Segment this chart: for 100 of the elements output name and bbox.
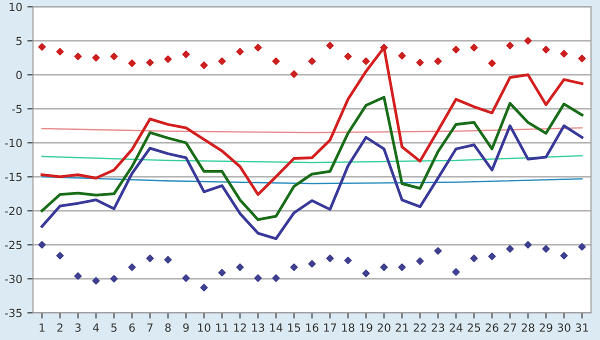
point <box>146 58 154 66</box>
point <box>110 52 118 60</box>
x-tick-label: 26 <box>486 323 498 332</box>
x-tick-label: 7 <box>147 324 153 332</box>
point <box>380 263 388 272</box>
point <box>416 58 424 66</box>
point <box>434 57 442 65</box>
x-tick-label: 31 <box>576 323 588 332</box>
point <box>272 57 280 65</box>
x-tick-label: 22 <box>414 323 426 332</box>
x-tick-label: 13 <box>252 323 264 332</box>
y-tick-label: -15 <box>4 172 22 182</box>
point <box>74 272 82 280</box>
point <box>506 42 514 50</box>
point <box>182 274 190 282</box>
x-tick-label: 10 <box>198 323 210 332</box>
x-tick-label: 20 <box>378 323 390 332</box>
point <box>128 59 136 68</box>
x-tick-label: 29 <box>540 323 552 332</box>
point <box>290 263 298 272</box>
x-tick-label: 18 <box>342 323 354 332</box>
x-tick-label: 8 <box>165 323 171 332</box>
point <box>452 268 460 276</box>
point <box>542 46 550 54</box>
line-series <box>41 155 583 164</box>
line-series <box>40 124 584 240</box>
y-tick-label: -5 <box>12 104 22 114</box>
x-tick-label: 17 <box>324 324 336 332</box>
x-tick-label: 23 <box>432 323 444 332</box>
point <box>146 254 154 262</box>
point <box>236 48 244 56</box>
point <box>182 50 190 58</box>
point <box>38 43 46 51</box>
x-tick-label: 1 <box>40 324 45 332</box>
y-tick-label: -35 <box>4 308 22 318</box>
x-tick-label: 6 <box>129 323 135 332</box>
point <box>344 52 352 60</box>
point <box>128 263 136 272</box>
x-tick-label: 16 <box>306 323 318 332</box>
y-tick-label: 10 <box>10 2 22 12</box>
x-tick-label: 5 <box>111 324 117 332</box>
point <box>92 277 100 285</box>
point <box>56 48 64 56</box>
y-tick-label: -30 <box>4 274 22 284</box>
y-tick-label: -20 <box>4 206 22 216</box>
x-tick-label: 30 <box>558 323 570 332</box>
point <box>488 59 496 68</box>
x-tick-label: 12 <box>234 323 246 332</box>
point <box>398 52 406 60</box>
point <box>254 274 262 282</box>
point <box>560 50 568 58</box>
point <box>326 42 334 50</box>
point <box>488 252 496 260</box>
point <box>92 54 100 62</box>
point <box>434 247 442 255</box>
point <box>398 263 406 272</box>
x-tick-label: 25 <box>468 323 480 332</box>
point <box>272 274 280 282</box>
point <box>236 263 244 272</box>
x-tick-label: 11 <box>216 324 228 332</box>
point <box>524 241 532 249</box>
y-tick-label: -25 <box>4 240 22 250</box>
point <box>164 55 172 63</box>
point <box>254 44 262 52</box>
y-tick-label: 0 <box>16 70 22 80</box>
point <box>362 270 370 278</box>
x-tick-label: 21 <box>396 323 408 332</box>
x-tick-label: 2 <box>57 323 62 332</box>
point <box>506 245 514 253</box>
point <box>578 54 586 62</box>
point <box>38 241 46 249</box>
point <box>362 57 370 65</box>
point <box>542 245 550 253</box>
point <box>200 61 208 70</box>
point <box>56 252 64 260</box>
line-series <box>40 96 584 222</box>
point <box>524 37 532 45</box>
point <box>470 254 478 262</box>
point <box>560 252 568 260</box>
line-series <box>41 176 583 184</box>
point <box>308 57 316 65</box>
y-tick-label: -10 <box>4 138 22 148</box>
point <box>200 284 208 292</box>
point <box>308 260 316 268</box>
point <box>218 57 226 65</box>
point <box>164 256 172 264</box>
point <box>344 256 352 264</box>
x-tick-label: 27 <box>504 323 516 332</box>
point <box>578 243 586 251</box>
point <box>290 70 298 78</box>
point <box>218 268 226 276</box>
x-tick-label: 14 <box>270 324 282 332</box>
x-tick-label: 9 <box>183 323 189 332</box>
x-tick-label: 3 <box>75 323 81 332</box>
x-tick-label: 15 <box>288 324 300 332</box>
point <box>470 44 478 52</box>
point <box>110 275 118 283</box>
point <box>380 44 388 52</box>
y-tick-label: 5 <box>16 36 22 46</box>
point <box>452 46 460 54</box>
